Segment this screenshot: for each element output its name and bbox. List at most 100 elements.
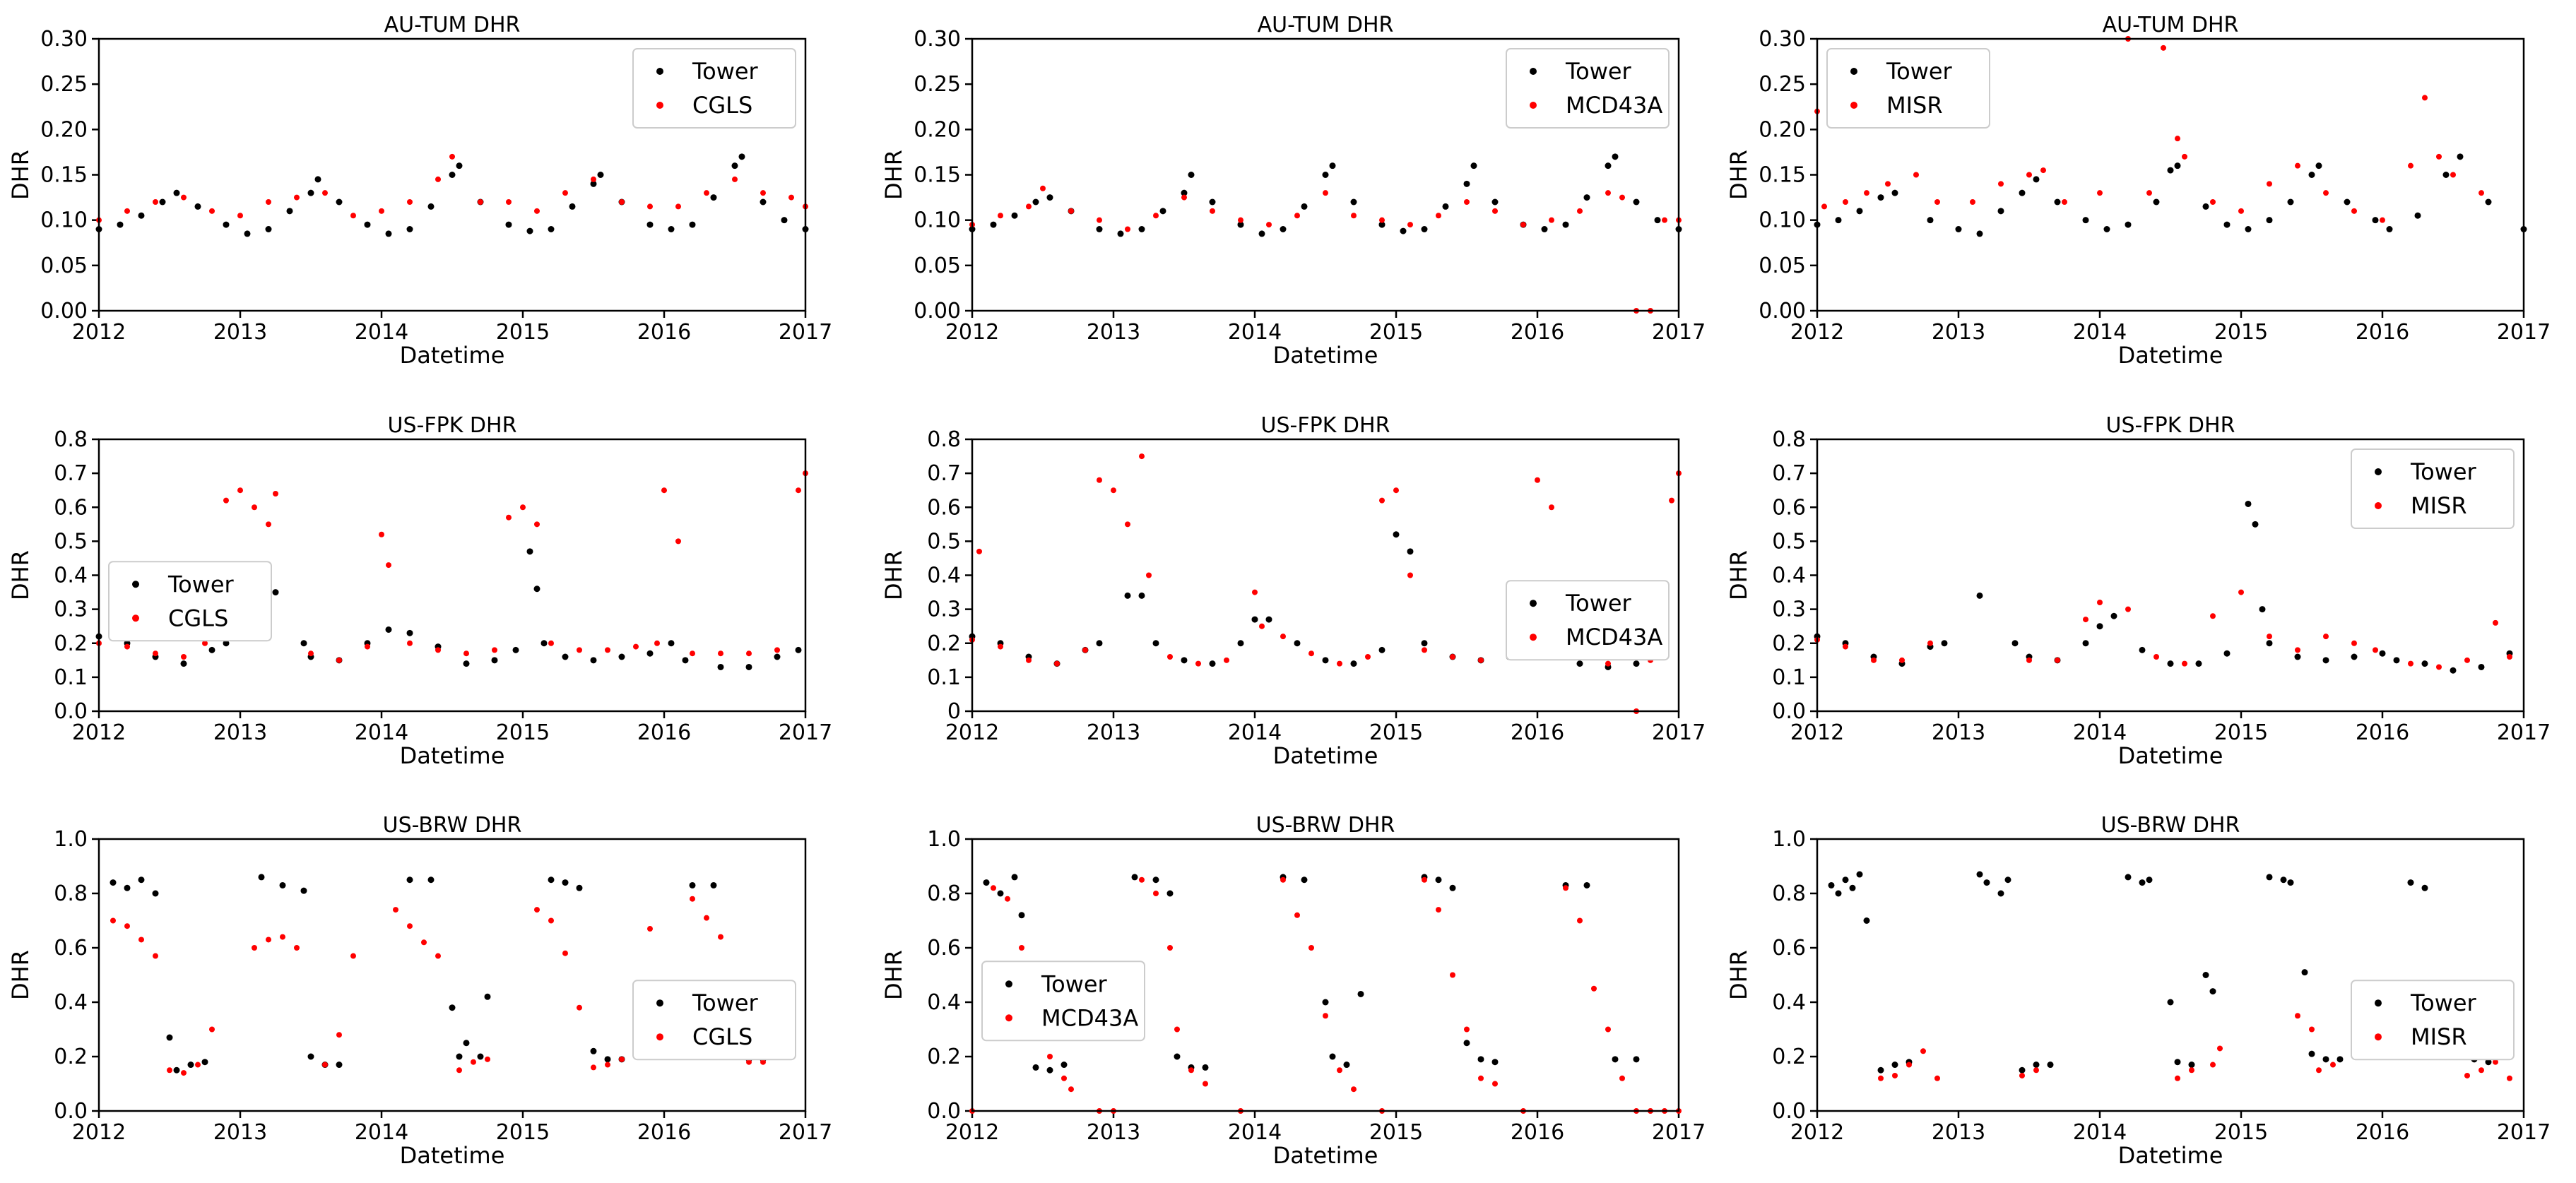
x-tick-label: 2014 bbox=[355, 1120, 408, 1145]
data-point-cgls bbox=[718, 934, 723, 940]
data-point-tower bbox=[2372, 217, 2379, 224]
data-point-cgls bbox=[732, 176, 738, 182]
data-point-tower bbox=[1856, 208, 1863, 215]
data-point-tower bbox=[406, 629, 413, 636]
data-point-mcd43a bbox=[976, 548, 982, 554]
legend-marker bbox=[1850, 102, 1857, 109]
data-points bbox=[110, 874, 767, 1076]
y-tick-label: 0.4 bbox=[54, 990, 88, 1015]
x-tick-label: 2015 bbox=[1369, 1120, 1423, 1145]
data-point-mcd43a bbox=[1019, 945, 1024, 951]
data-point-mcd43a bbox=[1280, 876, 1286, 883]
data-point-mcd43a bbox=[1061, 1075, 1067, 1081]
data-point-tower bbox=[1301, 876, 1308, 884]
data-point-cgls bbox=[110, 917, 116, 924]
legend-box bbox=[1826, 48, 1990, 129]
data-point-tower bbox=[2195, 660, 2202, 667]
data-point-mcd43a bbox=[1252, 589, 1258, 595]
data-point-mcd43a bbox=[1351, 1086, 1357, 1093]
data-point-tower bbox=[1976, 871, 1983, 878]
x-tick-label: 2017 bbox=[1652, 1120, 1706, 1145]
data-points bbox=[1814, 36, 2527, 237]
plot-frame bbox=[98, 838, 807, 1112]
panel-p8: US-BRW DHR 0.0 0.2 0.4 0.6 0.8 1.0 2012 2013 2014… bbox=[880, 813, 1706, 1169]
data-point-cgls bbox=[322, 190, 328, 196]
data-point-tower bbox=[1251, 616, 1258, 623]
data-point-tower bbox=[1322, 657, 1329, 664]
data-point-tower bbox=[1583, 881, 1590, 888]
data-point-tower bbox=[2421, 660, 2428, 667]
data-point-cgls bbox=[548, 640, 554, 646]
data-point-cgls bbox=[336, 1032, 342, 1038]
data-point-mcd43a bbox=[1153, 213, 1159, 219]
data-point-cgls bbox=[435, 953, 441, 959]
data-point-mcd43a bbox=[991, 885, 996, 891]
data-point-mcd43a bbox=[1450, 972, 1455, 978]
data-point-tower bbox=[562, 879, 569, 886]
data-point-tower bbox=[1491, 198, 1499, 206]
data-point-cgls bbox=[153, 953, 158, 959]
data-point-cgls bbox=[252, 504, 257, 511]
data-point-tower bbox=[618, 653, 625, 660]
legend: Tower MISR bbox=[2351, 980, 2515, 1061]
data-point-cgls bbox=[407, 199, 413, 205]
plot-frame bbox=[1816, 438, 2525, 713]
data-point-misr bbox=[2295, 647, 2300, 653]
panel-p3: AU-TUM DHR 0.00 0.05 0.10 0.15 0.20 0.25 0.30 20… bbox=[1725, 13, 2551, 369]
panel-title: AU-TUM DHR bbox=[384, 13, 521, 37]
data-point-tower bbox=[1046, 1066, 1053, 1074]
data-point-tower bbox=[590, 1047, 597, 1054]
legend-label: Tower bbox=[2410, 989, 2477, 1016]
y-tick-label: 0.5 bbox=[927, 529, 961, 554]
y-tick-label: 0.6 bbox=[927, 495, 961, 520]
data-points bbox=[969, 874, 1682, 1114]
x-tick-label: 2016 bbox=[2356, 320, 2409, 345]
legend-label: MISR bbox=[2411, 1023, 2467, 1050]
x-axis-label: Datetime bbox=[2118, 342, 2223, 369]
data-point-tower bbox=[258, 874, 265, 881]
y-tick-label: 0.15 bbox=[914, 163, 961, 188]
legend-marker bbox=[1005, 1014, 1012, 1022]
data-point-tower bbox=[1096, 226, 1103, 232]
data-point-cgls bbox=[336, 657, 342, 663]
data-point-misr bbox=[1899, 657, 1905, 663]
data-point-cgls bbox=[746, 650, 752, 657]
data-point-mcd43a bbox=[1082, 647, 1088, 653]
data-point-cgls bbox=[591, 176, 596, 182]
data-point-cgls bbox=[675, 538, 681, 545]
data-point-tower bbox=[2245, 500, 2252, 507]
x-tick-label: 2012 bbox=[1790, 1120, 1844, 1145]
data-point-cgls bbox=[181, 1070, 187, 1076]
data-point-misr bbox=[2040, 167, 2046, 174]
panel-title: US-BRW DHR bbox=[2101, 813, 2240, 838]
y-tick-label: 0.3 bbox=[1772, 598, 1806, 622]
data-point-tower bbox=[159, 198, 166, 206]
data-point-tower bbox=[427, 203, 435, 210]
data-point-tower bbox=[2442, 172, 2450, 178]
data-point-cgls bbox=[562, 190, 568, 196]
x-tick-label: 2016 bbox=[637, 720, 691, 745]
data-point-tower bbox=[540, 640, 548, 647]
y-tick-label: 0.7 bbox=[54, 461, 88, 486]
data-point-tower bbox=[2414, 212, 2421, 219]
data-point-tower bbox=[2167, 999, 2174, 1006]
data-point-tower bbox=[1849, 884, 1856, 891]
x-tick-label: 2012 bbox=[1790, 720, 1844, 745]
data-point-tower bbox=[1011, 212, 1018, 219]
data-point-misr bbox=[1934, 1075, 1940, 1081]
y-tick-label: 0.10 bbox=[40, 208, 88, 233]
data-point-tower bbox=[2294, 653, 2301, 660]
data-point-tower bbox=[533, 585, 540, 593]
data-point-tower bbox=[1350, 198, 1357, 206]
data-point-tower bbox=[385, 626, 392, 633]
data-point-tower bbox=[2315, 162, 2322, 170]
data-point-tower bbox=[2266, 874, 2273, 881]
data-point-mcd43a bbox=[1436, 213, 1441, 219]
data-point-tower bbox=[364, 221, 371, 228]
y-tick-label: 0.8 bbox=[1772, 881, 1806, 906]
data-point-mcd43a bbox=[1238, 217, 1243, 223]
data-point-cgls bbox=[379, 531, 384, 537]
data-point-tower bbox=[173, 1066, 180, 1074]
data-point-misr bbox=[2351, 640, 2357, 646]
data-point-tower bbox=[1202, 1064, 1209, 1071]
